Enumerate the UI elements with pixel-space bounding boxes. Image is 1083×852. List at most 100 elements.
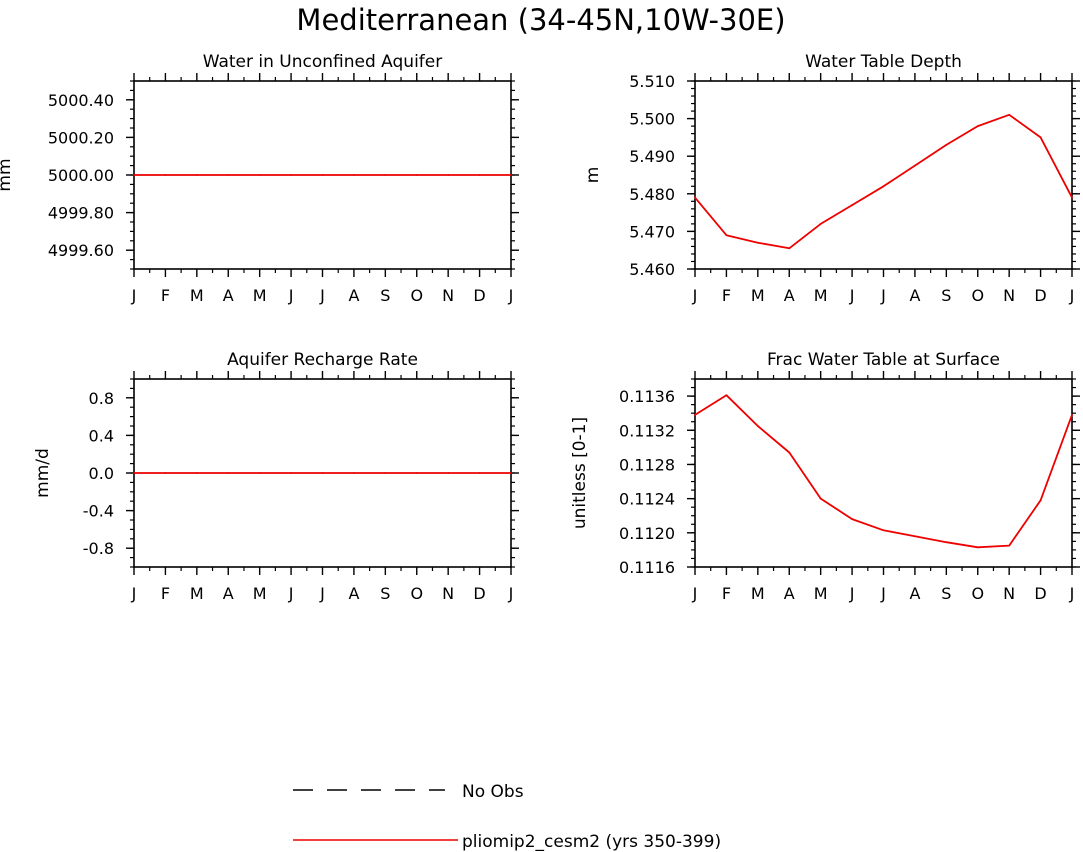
x-tick-label: J: [1069, 286, 1075, 305]
y-tick-label: 5.480: [629, 185, 675, 204]
x-tick-label: O: [410, 584, 423, 603]
data-point: [415, 174, 418, 176]
data-point: [133, 472, 135, 474]
x-tick-label: J: [131, 286, 137, 305]
y-axis-label: m: [583, 167, 603, 184]
x-tick-label: A: [223, 286, 234, 305]
y-axis-label: mm/d: [33, 448, 53, 498]
x-tick-label: O: [410, 286, 423, 305]
data-point: [725, 234, 728, 237]
x-tick-label: J: [508, 286, 514, 305]
x-tick-label: J: [1069, 584, 1075, 603]
y-tick-label: 5.500: [629, 110, 675, 129]
data-point: [914, 535, 916, 538]
x-tick-label: S: [380, 286, 390, 305]
y-tick-label: 0.1136: [619, 387, 675, 406]
legend-model-label: pliomip2_cesm2 (yrs 350-399): [462, 832, 721, 852]
legend: No Obs pliomip2_cesm2 (yrs 350-399): [293, 782, 721, 852]
x-tick-label: N: [1003, 584, 1015, 603]
data-point: [945, 144, 948, 146]
panel-title: Water in Unconfined Aquifer: [203, 52, 443, 72]
y-tick-label: -0.4: [83, 502, 114, 521]
data-point: [195, 174, 198, 176]
data-point: [164, 472, 167, 474]
x-tick-label: A: [909, 286, 920, 305]
x-tick-label: N: [442, 584, 454, 603]
y-axis-label: unitless [0-1]: [570, 417, 590, 529]
data-point: [290, 174, 292, 176]
y-tick-label: 0.4: [89, 426, 114, 445]
x-tick-label: M: [190, 584, 204, 603]
data-point: [353, 472, 355, 474]
x-tick-label: D: [1034, 286, 1046, 305]
data-point: [195, 472, 198, 474]
data-point: [164, 174, 167, 176]
x-tick-label: M: [814, 584, 828, 603]
x-tick-label: A: [784, 584, 795, 603]
y-tick-label: 0.1124: [619, 490, 675, 509]
data-point: [1071, 413, 1073, 416]
x-tick-label: D: [473, 584, 485, 603]
data-point: [353, 174, 355, 176]
y-tick-label: 5000.40: [48, 91, 114, 110]
data-point: [510, 472, 512, 474]
x-tick-label: F: [722, 584, 731, 603]
x-tick-label: F: [161, 286, 170, 305]
y-axis-label: mm: [0, 158, 15, 191]
x-tick-label: A: [784, 286, 795, 305]
series-line: [694, 394, 1073, 549]
data-point: [976, 125, 979, 128]
y-tick-label: 0.1132: [619, 421, 675, 440]
data-point: [882, 529, 885, 532]
panel-title: Aquifer Recharge Rate: [227, 350, 418, 370]
data-point: [321, 174, 324, 176]
x-tick-label: J: [849, 286, 855, 305]
x-tick-label: M: [253, 584, 267, 603]
x-tick-label: J: [319, 286, 325, 305]
data-point: [756, 425, 759, 427]
y-tick-label: 5.490: [629, 147, 675, 166]
data-point: [478, 472, 481, 474]
panel-title: Frac Water Table at Surface: [767, 350, 1000, 370]
data-point: [227, 174, 230, 176]
data-point: [258, 174, 261, 176]
x-tick-label: O: [971, 584, 984, 603]
x-tick-label: J: [880, 584, 886, 603]
y-tick-label: 0.1116: [619, 558, 675, 577]
y-tick-label: 4999.60: [48, 241, 114, 260]
x-tick-label: N: [1003, 286, 1015, 305]
x-tick-label: J: [319, 584, 325, 603]
data-point: [447, 174, 450, 176]
x-tick-label: M: [751, 286, 765, 305]
data-point: [851, 204, 853, 206]
x-tick-label: A: [909, 584, 920, 603]
x-tick-label: S: [941, 286, 951, 305]
y-tick-label: -0.8: [83, 539, 114, 558]
x-tick-label: A: [348, 584, 359, 603]
data-point: [321, 472, 324, 474]
x-tick-label: M: [190, 286, 204, 305]
y-tick-label: 0.1128: [619, 455, 675, 474]
data-point: [914, 164, 916, 167]
x-tick-label: O: [971, 286, 984, 305]
main-title: Mediterranean (34-45N,10W-30E): [296, 3, 785, 37]
y-tick-label: 5000.20: [48, 128, 114, 147]
x-tick-label: J: [131, 584, 137, 603]
x-tick-label: S: [380, 584, 390, 603]
x-tick-label: D: [473, 286, 485, 305]
data-point: [788, 247, 791, 250]
data-point: [725, 394, 728, 397]
data-point: [882, 185, 885, 188]
x-tick-label: J: [692, 584, 698, 603]
y-tick-label: 0.0: [89, 464, 114, 483]
x-tick-label: J: [288, 286, 294, 305]
data-point: [258, 472, 261, 474]
data-point: [945, 541, 948, 544]
data-point: [756, 241, 759, 244]
y-tick-label: 5.470: [629, 222, 675, 241]
y-tick-label: 0.1120: [619, 524, 675, 543]
